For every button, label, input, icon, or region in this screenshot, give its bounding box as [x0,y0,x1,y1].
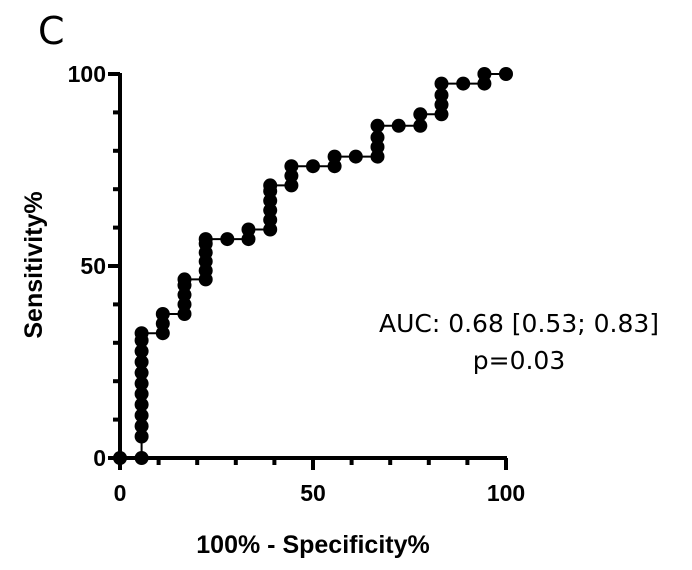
roc-point [434,76,449,91]
roc-point [306,159,320,174]
x-axis-title: 100% - Specificity% [196,531,429,559]
roc-point [434,107,449,122]
roc-point [177,287,192,302]
roc-point [456,76,471,91]
roc-points [113,67,513,465]
roc-point [370,140,385,154]
roc-point [284,168,299,183]
roc-point [177,272,192,287]
auc-annotation: AUC: 0.68 [0.53; 0.83] [379,309,659,338]
x-tick-label-100: 100 [487,480,525,506]
roc-point [434,97,449,112]
roc-point [263,222,278,237]
roc-point [177,297,192,312]
roc-point [327,149,342,164]
x-tick-label-50: 50 [300,480,326,506]
roc-point [348,149,363,164]
roc-point [155,316,170,331]
roc-point [327,159,342,174]
y-tick-label-0: 0 [93,445,106,471]
roc-point [434,88,449,103]
roc-point [413,107,428,122]
y-tick-label-50: 50 [80,253,106,279]
roc-point [198,232,213,247]
axes [118,73,507,460]
roc-point [134,397,149,412]
roc-point [155,307,170,321]
roc-point [284,178,299,193]
y-tick-label-100: 100 [68,61,106,87]
roc-point [220,232,235,247]
roc-point [134,326,149,341]
roc-point [241,222,256,237]
p-value-annotation: p=0.03 [473,346,565,375]
roc-point [241,232,256,247]
y-axis-title: Sensitivity% [20,191,48,338]
roc-curve-line [120,73,506,459]
roc-point [284,159,299,174]
roc-point [263,203,278,218]
roc-point [134,408,149,423]
roc-point [413,118,428,133]
roc-point [134,355,149,369]
roc-point [370,118,385,133]
roc-point [477,76,492,91]
roc-point [177,307,192,321]
roc-point [263,178,278,193]
roc-point [134,376,149,391]
roc-point [499,67,513,81]
roc-point [113,451,127,465]
roc-point [134,429,149,444]
roc-point [263,212,278,227]
roc-point [370,149,385,164]
roc-point [370,130,385,145]
roc-point [134,451,149,465]
x-tick-label-0: 0 [114,480,127,506]
roc-point [134,419,149,434]
roc-point [155,326,170,341]
panel-label: C [38,9,65,53]
roc-point [134,365,149,380]
roc-point [391,118,406,133]
roc-point [134,344,149,359]
tick-marks [108,72,508,470]
roc-point [134,386,149,401]
roc-point [477,67,492,81]
roc-point [263,193,278,208]
